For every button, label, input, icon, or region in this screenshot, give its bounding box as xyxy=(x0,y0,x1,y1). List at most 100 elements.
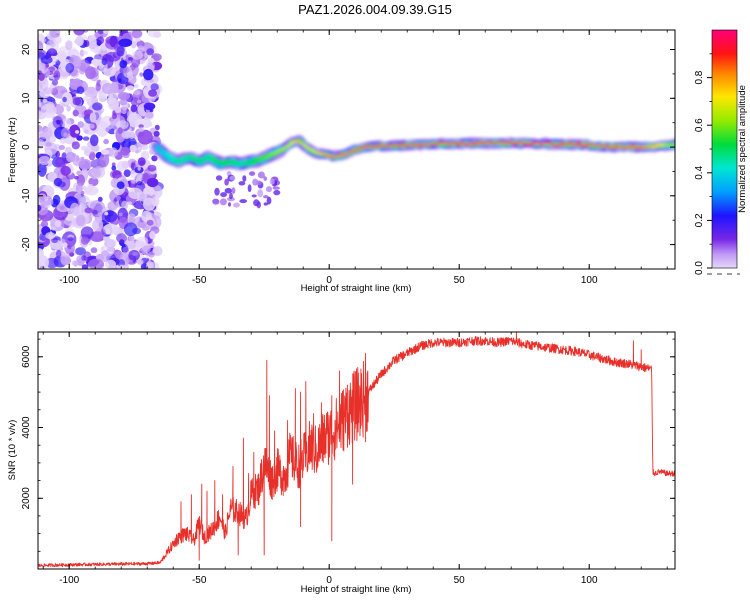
noise-blob xyxy=(101,58,108,66)
noise-blob xyxy=(140,263,148,269)
noise-blob xyxy=(54,220,62,228)
noise-blob xyxy=(142,243,151,253)
noise-blob xyxy=(76,174,86,187)
noise-blob xyxy=(90,144,100,152)
noise-blob xyxy=(140,144,149,151)
noise-blob xyxy=(127,71,134,81)
x-tick-label: -100 xyxy=(59,575,79,586)
noise-blob xyxy=(38,255,49,269)
noise-blob xyxy=(83,251,92,262)
y-tick-label: 4000 xyxy=(21,416,32,439)
noise-blob xyxy=(136,37,141,42)
noise-blob xyxy=(146,177,159,188)
ridge-segment xyxy=(518,140,527,146)
x-tick-label: -50 xyxy=(192,275,207,286)
ridge-segment xyxy=(323,153,331,157)
noise-blob xyxy=(150,83,159,91)
noise-blob xyxy=(152,155,158,161)
noise-blob xyxy=(50,30,57,38)
x-tick-label: -50 xyxy=(192,575,207,586)
ridge-segment xyxy=(285,142,294,148)
noise-blob xyxy=(96,32,101,38)
noise-blob xyxy=(139,72,143,77)
noise-blob xyxy=(148,251,155,258)
noise-blob xyxy=(131,50,144,60)
ridge-segment xyxy=(260,154,269,161)
x-tick-label: -100 xyxy=(59,275,79,286)
noise-blob xyxy=(116,50,124,57)
noise-blob xyxy=(80,236,89,245)
noise-blob xyxy=(91,166,106,179)
weak-blob xyxy=(257,189,264,198)
spectrogram-noise-region xyxy=(38,30,281,269)
noise-blob xyxy=(148,89,158,97)
snr-y-label: SNR (10 * v/v) xyxy=(7,420,18,481)
snr-frame xyxy=(37,331,676,570)
weak-blob xyxy=(253,199,260,207)
weak-blob xyxy=(242,175,247,182)
noise-blob xyxy=(101,44,108,52)
noise-blob xyxy=(38,138,45,150)
noise-blob xyxy=(85,66,96,80)
colorbar-label: Normalized spectral amplitude xyxy=(737,85,748,213)
noise-blob xyxy=(121,110,127,115)
weak-blob xyxy=(214,187,220,196)
noise-blob xyxy=(128,57,133,61)
noise-blob xyxy=(123,169,131,177)
noise-blob xyxy=(53,177,63,187)
noise-blob xyxy=(69,124,81,138)
noise-blob xyxy=(81,264,89,269)
noise-blob xyxy=(71,141,80,150)
noise-blob xyxy=(45,232,56,240)
noise-blob xyxy=(146,48,155,56)
noise-blob xyxy=(62,96,67,103)
x-tick-label: 100 xyxy=(581,575,598,586)
noise-blob xyxy=(79,49,85,57)
noise-blob xyxy=(118,212,123,217)
noise-blob xyxy=(117,92,131,101)
noise-blob xyxy=(75,130,80,134)
x-tick-label: 0 xyxy=(326,275,332,286)
noise-blob xyxy=(101,211,111,224)
noise-blob xyxy=(106,239,117,247)
noise-blob xyxy=(110,81,119,94)
noise-blob xyxy=(143,68,154,81)
colorbar-ticks: 0.0 0.2 0.4 0.6 0.8 xyxy=(694,29,740,275)
spectrogram-ridge xyxy=(151,134,675,171)
noise-blob xyxy=(134,83,139,89)
noise-blob xyxy=(61,118,72,129)
noise-blob xyxy=(38,72,45,82)
weak-blob xyxy=(239,199,247,204)
noise-blob xyxy=(65,40,73,51)
noise-blob xyxy=(132,251,139,256)
noise-blob xyxy=(87,86,96,95)
snr-x-axis: -100 -50 0 50 100 xyxy=(42,332,668,586)
noise-blob xyxy=(89,111,102,123)
noise-blob xyxy=(103,30,109,34)
noise-blob xyxy=(38,126,53,140)
noise-blob xyxy=(133,89,141,96)
noise-blob xyxy=(92,218,104,232)
noise-blob xyxy=(74,175,79,180)
weak-blob xyxy=(263,176,268,182)
noise-blob xyxy=(119,264,125,269)
noise-blob xyxy=(104,211,109,216)
spectrogram-frame xyxy=(37,29,676,270)
noise-blob xyxy=(62,53,67,60)
noise-blob xyxy=(80,195,90,206)
weak-blob xyxy=(224,187,233,194)
noise-blob xyxy=(114,106,122,114)
noise-blob xyxy=(75,183,83,195)
noise-blob xyxy=(90,247,98,254)
noise-blob xyxy=(130,104,138,113)
noise-blob xyxy=(46,109,55,116)
x-tick-label: 50 xyxy=(454,275,466,286)
noise-blob xyxy=(51,79,59,86)
noise-blob xyxy=(62,242,68,248)
noise-blob xyxy=(38,158,41,163)
noise-blob xyxy=(98,94,106,103)
noise-blob xyxy=(39,265,45,269)
noise-blob xyxy=(155,249,160,255)
noise-blob xyxy=(38,204,42,212)
noise-blob xyxy=(100,149,110,155)
